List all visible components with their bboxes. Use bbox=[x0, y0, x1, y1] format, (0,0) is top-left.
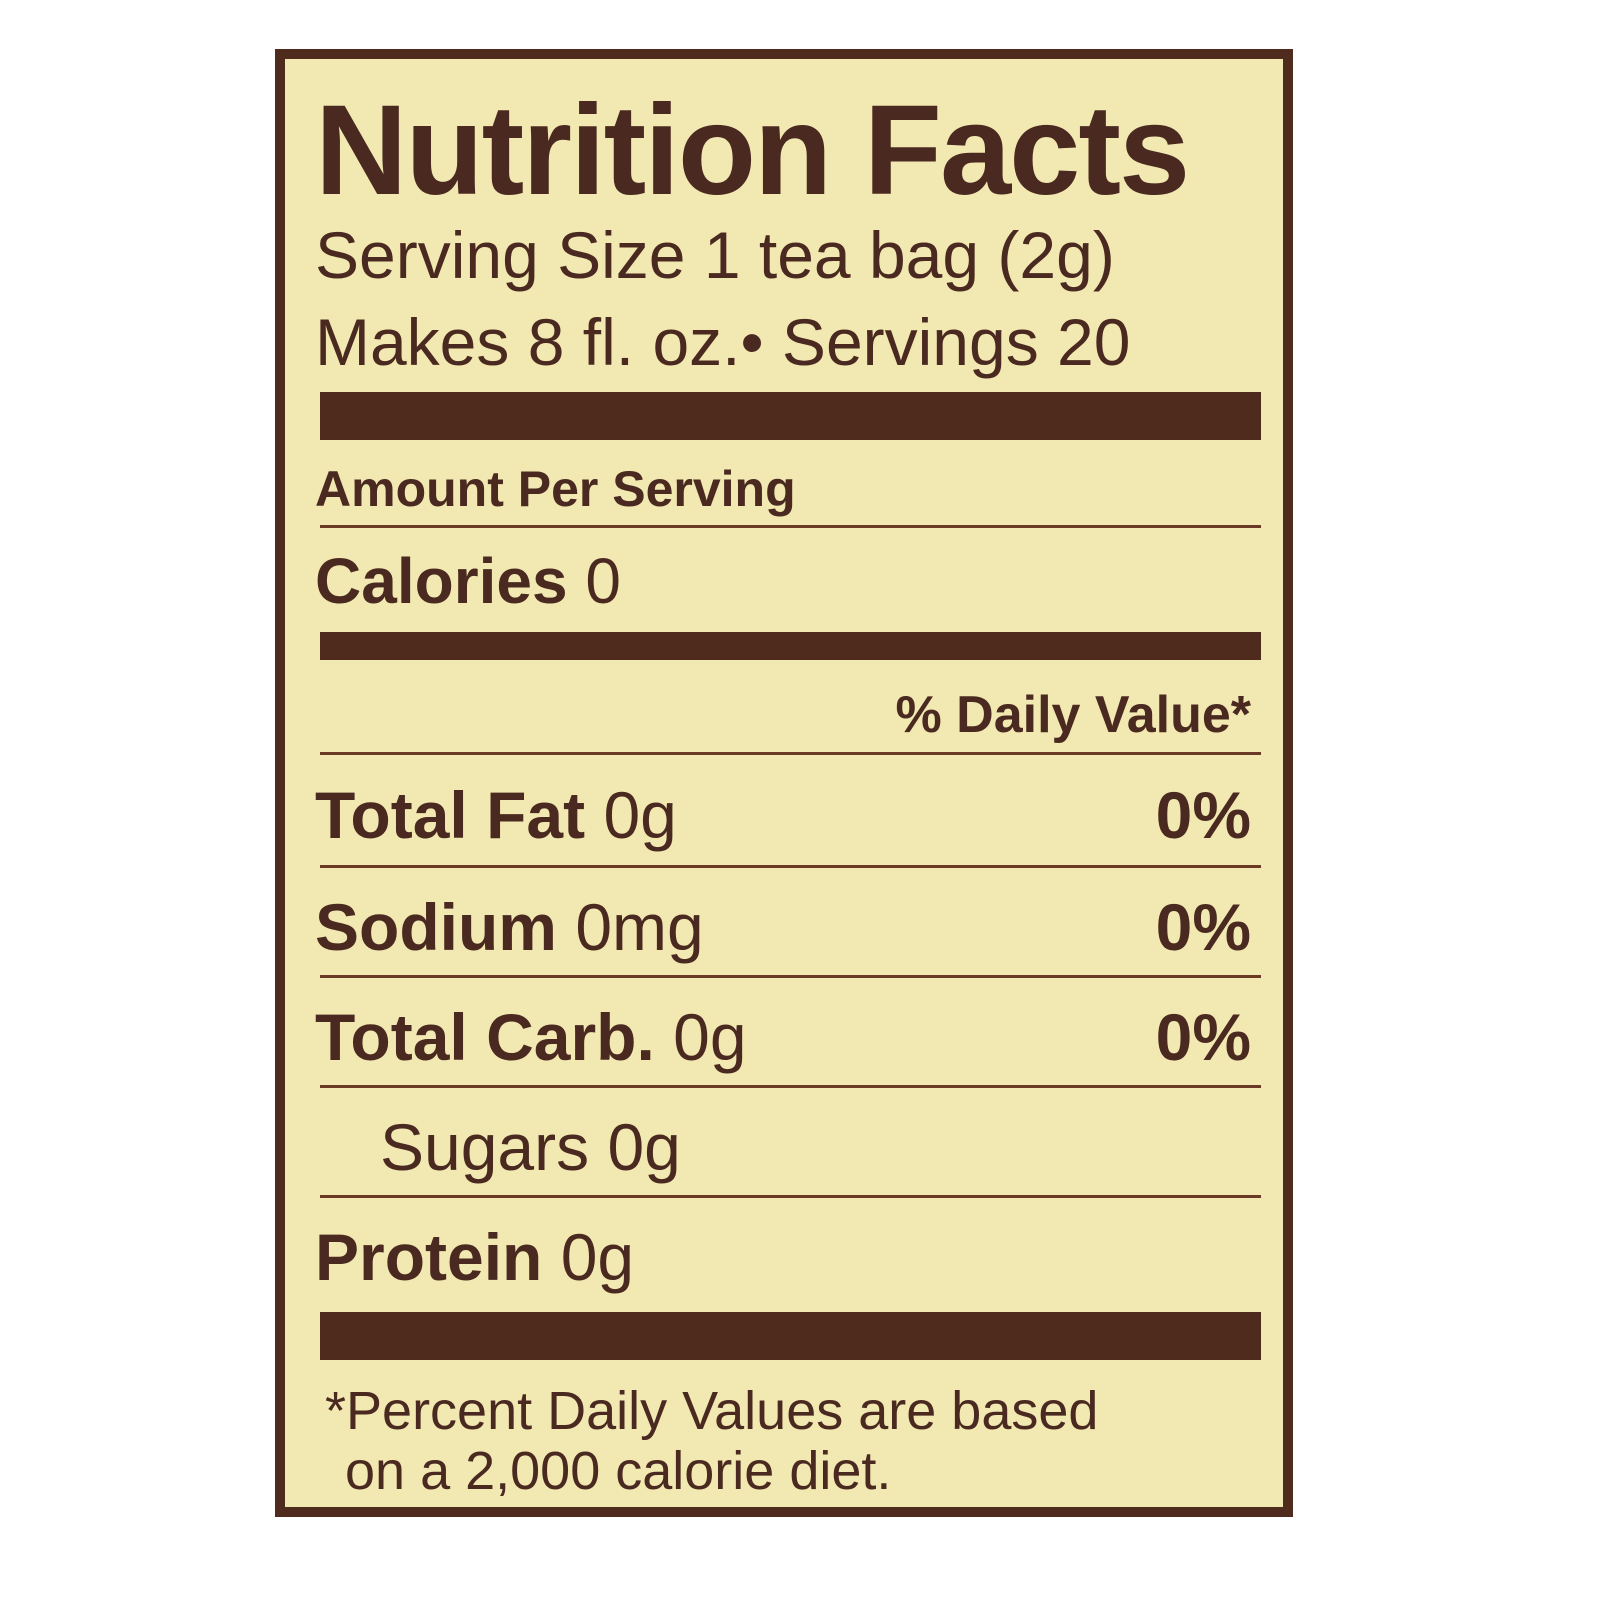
nutrient-row-sodium: Sodium 0mg bbox=[315, 894, 704, 960]
divider bbox=[320, 1085, 1261, 1088]
divider bbox=[320, 525, 1261, 528]
servings-per-container: Makes 8 fl. oz.• Servings 20 bbox=[315, 305, 1131, 379]
nutrient-name: Sodium bbox=[315, 890, 557, 964]
nutrient-row-protein: Protein 0g bbox=[315, 1224, 634, 1290]
nutrition-facts-panel: Nutrition Facts Serving Size 1 tea bag (… bbox=[275, 49, 1293, 1517]
nutrient-amount: 0mg bbox=[575, 890, 704, 964]
nutrient-dv: 0% bbox=[1155, 890, 1251, 964]
title: Nutrition Facts bbox=[315, 79, 1190, 222]
nutrient-row-total-fat: Total Fat 0g bbox=[315, 782, 677, 848]
nutrient-amount: 0g bbox=[560, 1220, 635, 1294]
divider bbox=[320, 975, 1261, 978]
nutrient-name: Total Carb. bbox=[315, 1000, 655, 1074]
divider bbox=[320, 865, 1261, 868]
nutrient-name: Protein bbox=[315, 1220, 543, 1294]
nutrient-dv: 0% bbox=[1155, 1000, 1251, 1074]
nutrient-row-sugars: Sugars 0g bbox=[380, 1114, 681, 1180]
medium-divider bbox=[320, 632, 1261, 660]
thick-divider bbox=[320, 392, 1261, 440]
divider bbox=[320, 1195, 1261, 1198]
nutrient-name: Total Fat bbox=[315, 778, 586, 852]
nutrient-amount: 0g bbox=[607, 1110, 681, 1184]
thick-divider bbox=[320, 1312, 1261, 1360]
nutrient-amount: 0g bbox=[603, 778, 677, 852]
calories-label: Calories bbox=[315, 545, 568, 617]
calories-value: 0 bbox=[585, 545, 621, 617]
footnote-line-2: on a 2,000 calorie diet. bbox=[345, 1441, 892, 1501]
calories-row: Calories 0 bbox=[315, 549, 621, 613]
nutrient-dv: 0% bbox=[1155, 778, 1251, 852]
divider bbox=[320, 752, 1261, 755]
nutrient-row-total-carb: Total Carb. 0g bbox=[315, 1004, 747, 1070]
nutrient-amount: 0g bbox=[673, 1000, 747, 1074]
daily-value-header: % Daily Value* bbox=[895, 686, 1251, 744]
amount-per-serving: Amount Per Serving bbox=[315, 461, 796, 517]
serving-size: Serving Size 1 tea bag (2g) bbox=[315, 218, 1115, 292]
nutrient-name: Sugars bbox=[380, 1110, 590, 1184]
footnote-line-1: *Percent Daily Values are based bbox=[325, 1381, 1099, 1441]
